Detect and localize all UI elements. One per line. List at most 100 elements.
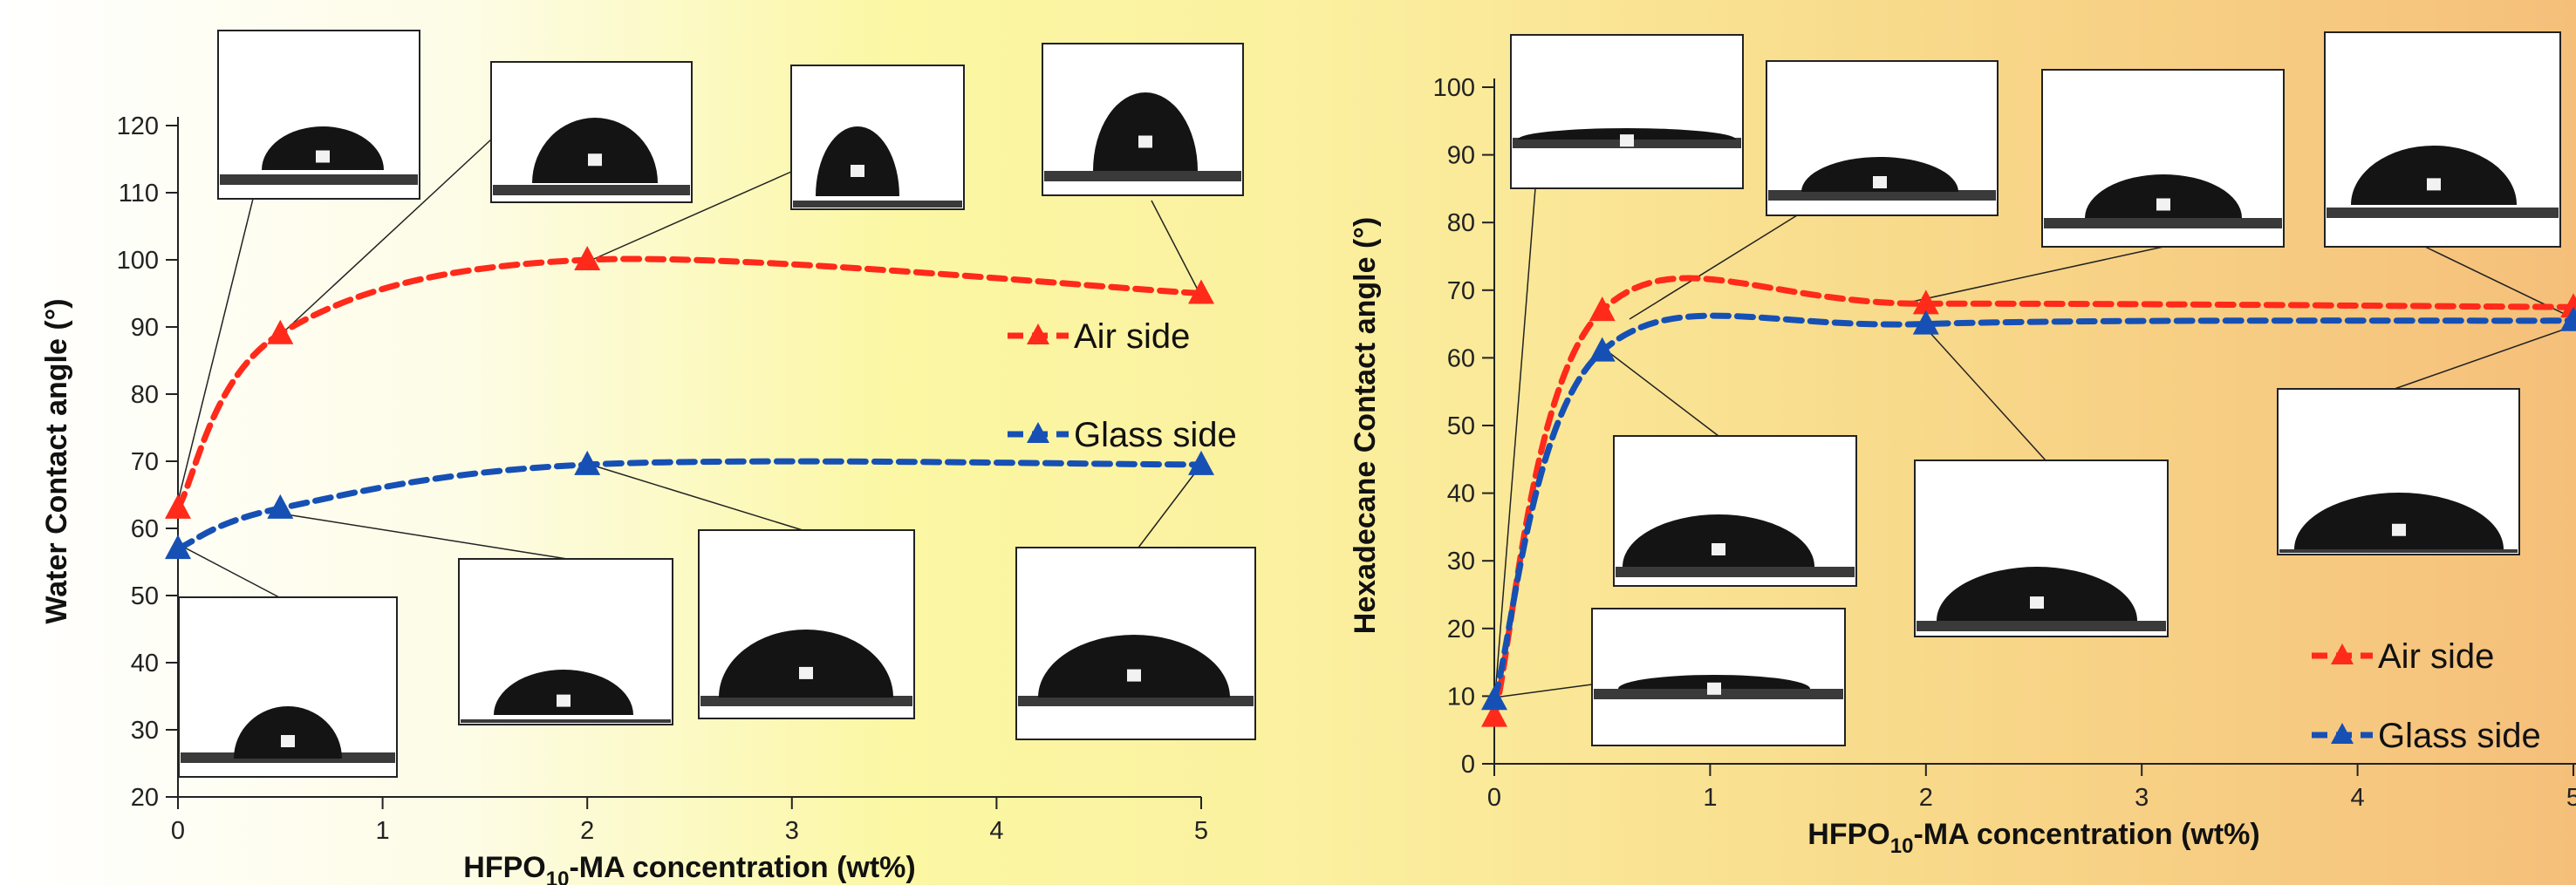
y-tick-label: 100 (117, 247, 159, 275)
y-tick-label: 80 (131, 381, 159, 409)
legend-label: Air side (2378, 637, 2494, 676)
substrate-band (1917, 621, 2166, 631)
y-tick-label: 90 (131, 314, 159, 342)
leader-line (1600, 345, 1719, 437)
droplet-highlight (281, 735, 295, 747)
y-tick-label: 10 (1447, 683, 1475, 711)
droplet-highlight (2156, 198, 2170, 211)
y-tick-label: 110 (119, 180, 159, 208)
series-line (1491, 312, 2576, 703)
droplet-photo (1042, 43, 1244, 196)
droplet-highlight (1712, 543, 1725, 555)
y-tick-label: 20 (131, 784, 159, 812)
y-tick-label: 40 (1447, 480, 1475, 508)
droplet (2085, 174, 2242, 218)
data-point-marker (574, 246, 601, 270)
data-point-marker (1188, 450, 1214, 475)
data-point-marker (267, 494, 294, 519)
leader-line (1138, 464, 1202, 548)
chart-1: 20 30 40 50 60 70 80 90 100 110 120 0 1 2 3 4 5 Water Con… (40, 30, 1256, 885)
substrate-band (1768, 190, 1996, 201)
leader-line (285, 139, 492, 330)
droplet-photo (2277, 388, 2520, 555)
legend-entry: Glass side (2312, 717, 2541, 755)
substrate-band (2044, 218, 2282, 228)
leader-line (1928, 330, 2046, 461)
droplet-photo (2324, 31, 2561, 248)
droplet-highlight (1873, 176, 1887, 188)
droplet-photo (790, 65, 965, 210)
leader-line (1629, 214, 1798, 320)
photo-frame (2041, 69, 2285, 248)
y-tick-label: 90 (1447, 142, 1475, 170)
droplet-photo (1766, 60, 1999, 216)
chart-2: 0 10 20 30 40 50 60 70 80 90 100 0 1 2 3 4 5 Hexadecane C… (1349, 31, 2576, 858)
leader-line (1151, 200, 1202, 297)
legend-label: Glass side (2378, 717, 2541, 755)
x-axis-title: HFPO10-MA concentration (wt%) (1807, 818, 2259, 858)
x-tick-label: 2 (1919, 784, 1933, 812)
x-tick-label: 5 (1194, 817, 1208, 845)
legend-label: Glass side (1074, 416, 1237, 454)
x-tick-label: 2 (580, 817, 594, 845)
x-tick-label: 4 (2351, 784, 2365, 812)
substrate-band (2327, 208, 2559, 218)
droplet (494, 670, 633, 715)
legend-marker (2331, 643, 2354, 664)
y-tick-label: 60 (131, 515, 159, 543)
y-tick-label: 20 (1447, 616, 1475, 643)
y-tick-label: 120 (117, 112, 159, 140)
data-point-marker (1589, 296, 1616, 322)
x-axis-title: HFPO10-MA concentration (wt%) (463, 851, 915, 885)
droplet (532, 118, 658, 183)
data-point-marker (1912, 310, 1939, 335)
y-tick-label: 50 (1447, 412, 1475, 440)
leader-line (1493, 187, 1536, 707)
droplet-highlight (799, 666, 813, 679)
legend-marker (2331, 723, 2354, 744)
droplet (234, 706, 342, 759)
y-tick-label: 70 (1447, 277, 1475, 305)
y-tick-label: 30 (131, 717, 159, 745)
y-tick-label: 50 (131, 582, 159, 610)
droplet (1518, 128, 1736, 140)
droplet-highlight (2030, 596, 2044, 609)
legend-entry: Air side (1008, 317, 1190, 356)
substrate-band (1044, 171, 1241, 181)
droplet (2351, 146, 2517, 205)
data-point-marker (1481, 685, 1507, 711)
y-axis-title: Water Contact angle (°) (40, 298, 73, 623)
leader-line (2394, 325, 2574, 390)
photo-frame (1510, 34, 1744, 189)
droplet-photo (1015, 547, 1256, 740)
y-axis-title: Hexadecane Contact angle (°) (1349, 217, 1382, 634)
substrate-band (220, 174, 418, 185)
legend-entry: Air side (2312, 637, 2494, 676)
data-point-marker (1188, 279, 1214, 304)
droplet (1093, 92, 1198, 171)
droplet-photo (2041, 69, 2285, 248)
droplet (1038, 635, 1230, 698)
droplet-highlight (1620, 134, 1634, 147)
substrate-band (461, 719, 671, 723)
droplet-highlight (851, 165, 864, 177)
y-tick-label: 0 (1461, 751, 1475, 779)
series-line (174, 458, 1205, 552)
y-tick-label: 60 (1447, 344, 1475, 372)
droplet-photo (1591, 608, 1846, 746)
droplet (1618, 675, 1810, 689)
substrate-band (1018, 696, 1254, 706)
substrate-band (793, 201, 962, 208)
substrate-band (2279, 549, 2518, 553)
droplet-photo (698, 529, 915, 719)
droplet (719, 630, 893, 698)
x-tick-label: 0 (171, 817, 185, 845)
droplet-highlight (2427, 178, 2441, 191)
substrate-band (493, 185, 690, 195)
leader-line (587, 171, 792, 262)
substrate-band (1616, 567, 1855, 577)
data-point-marker (1912, 289, 1939, 315)
x-tick-label: 1 (1703, 784, 1717, 812)
data-point-marker (1589, 337, 1616, 362)
